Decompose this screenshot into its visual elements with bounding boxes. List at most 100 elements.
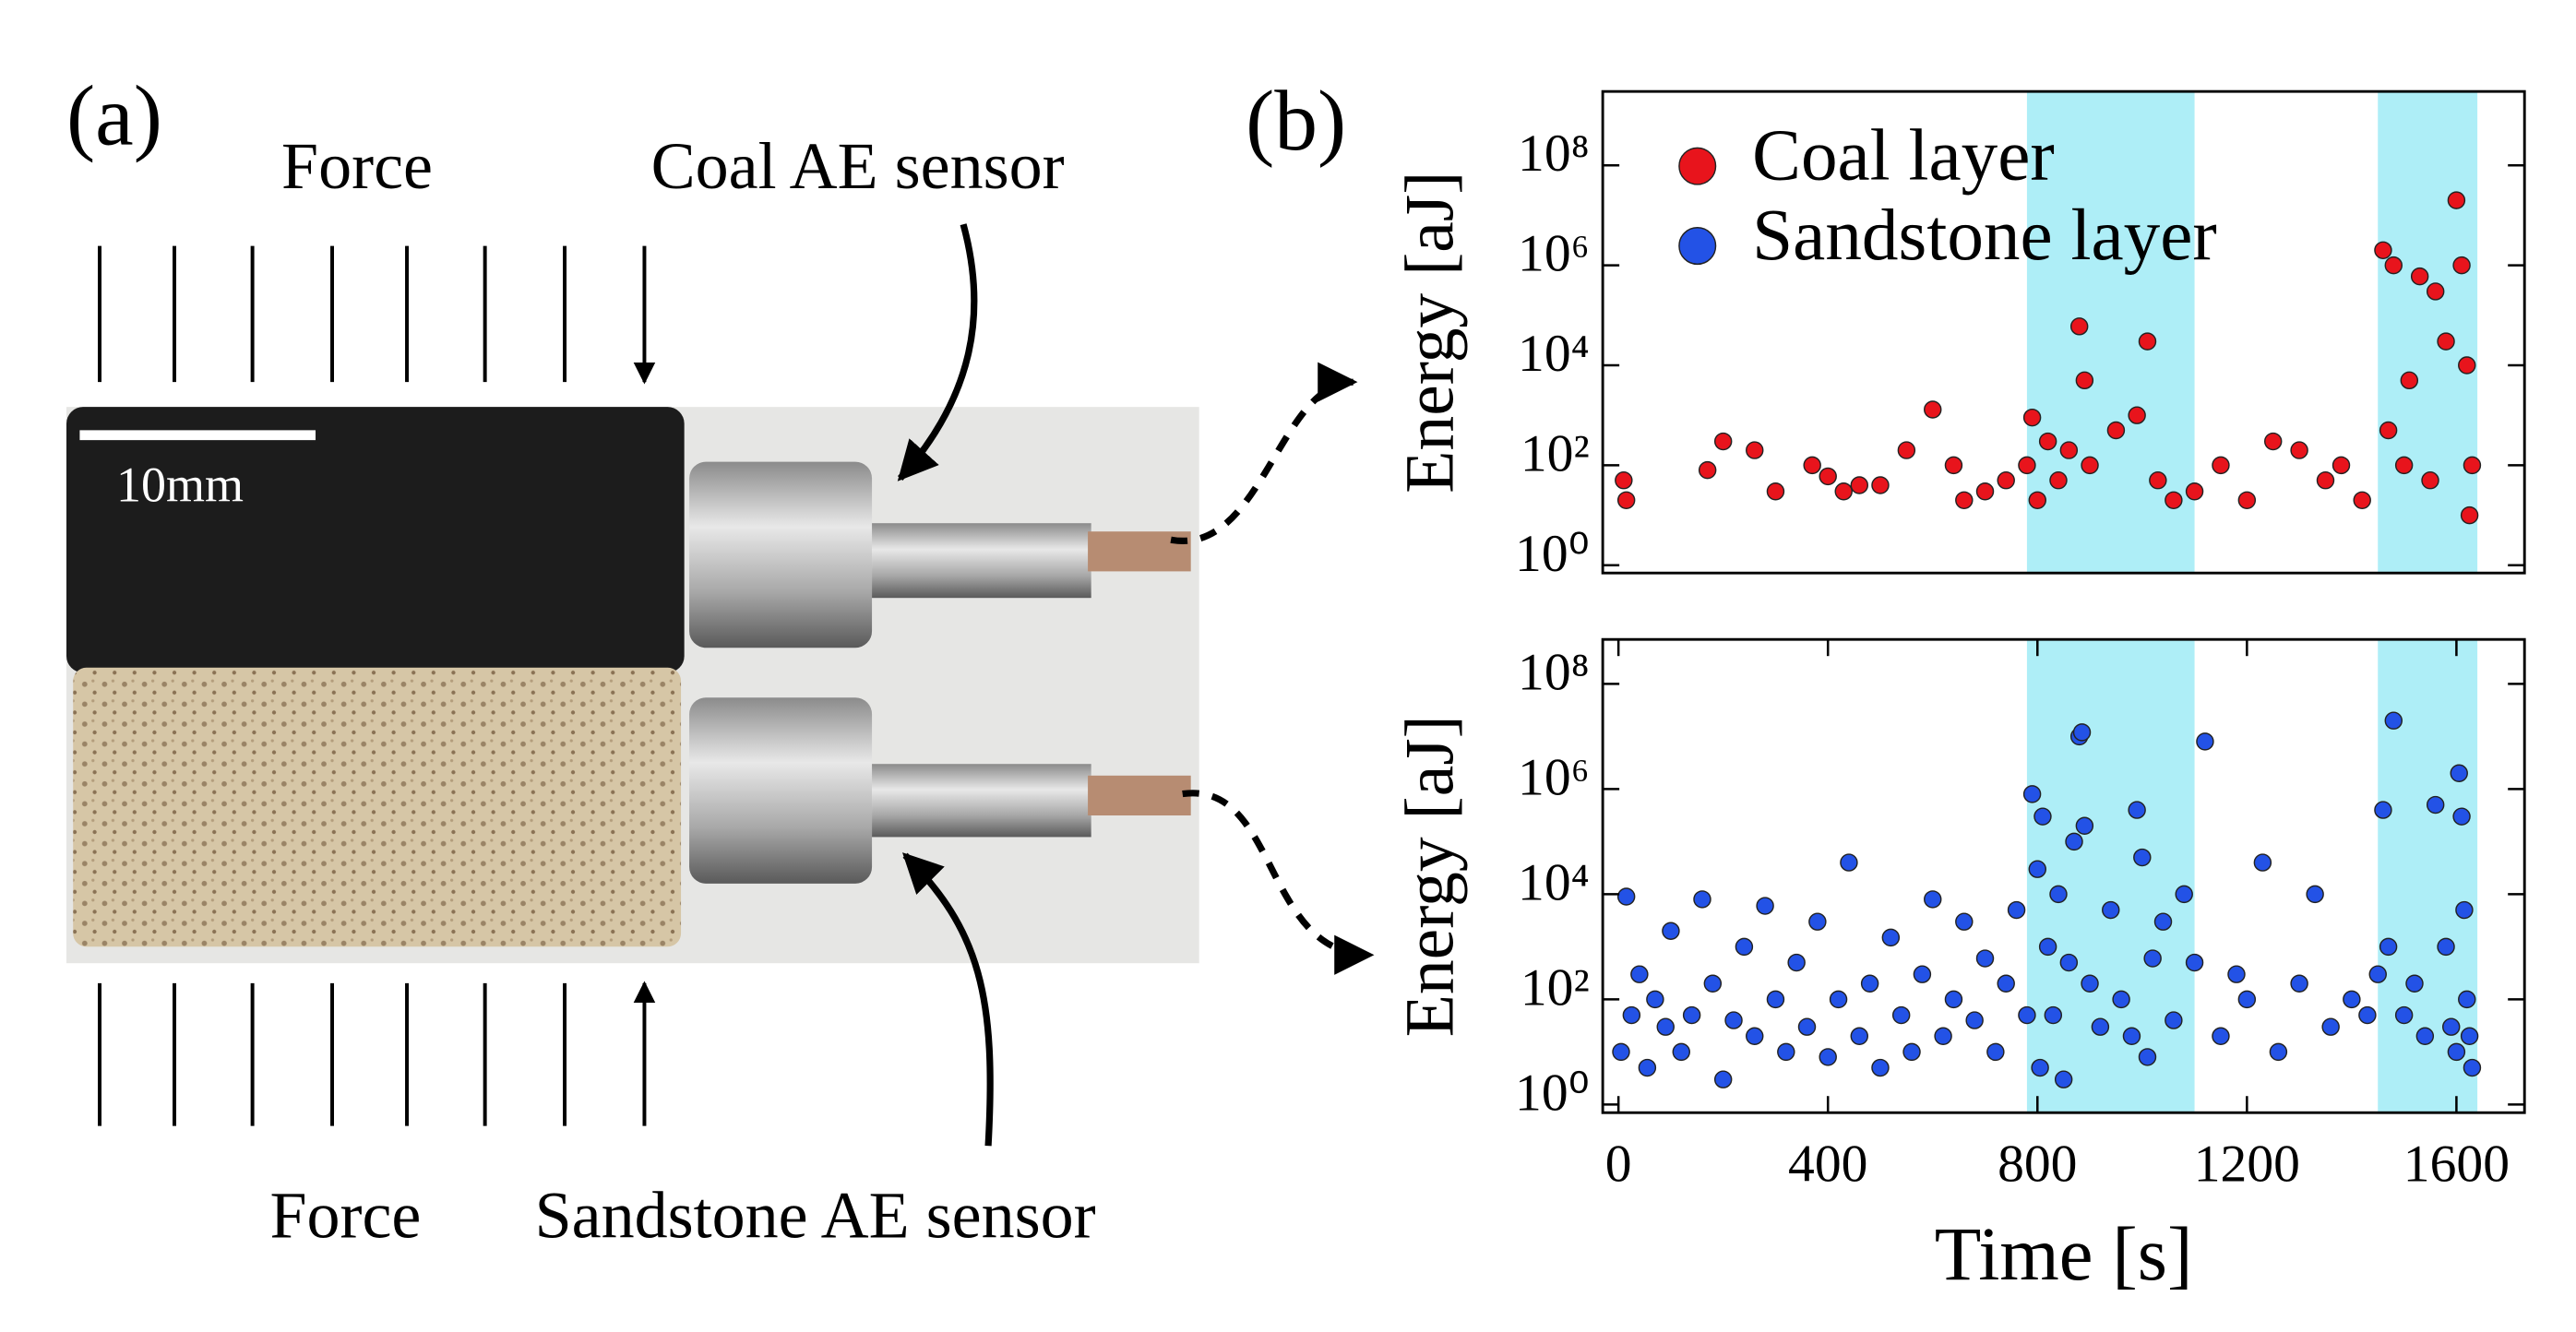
data-point — [1672, 1042, 1690, 1062]
data-point — [2065, 832, 2083, 851]
data-point — [2421, 470, 2439, 490]
photo — [66, 407, 1199, 964]
data-point — [2253, 853, 2272, 872]
data-point — [1965, 1011, 1984, 1029]
y-tick-label: 10² — [1521, 424, 1590, 482]
data-point — [1975, 949, 1995, 968]
data-point — [1829, 990, 1848, 1009]
y-tick-label: 10⁶ — [1518, 748, 1590, 806]
data-point — [2072, 723, 2092, 742]
data-point — [2185, 482, 2204, 501]
data-point — [2081, 456, 2099, 475]
data-point — [2022, 408, 2042, 427]
data-point — [1703, 974, 1723, 993]
force-label: Force — [269, 1179, 421, 1253]
data-point — [1638, 1058, 1657, 1077]
force-label: Force — [281, 129, 433, 203]
data-point — [2458, 990, 2476, 1009]
data-point — [2075, 371, 2094, 390]
data-point — [2374, 801, 2392, 819]
data-point — [1724, 1011, 1743, 1029]
data-point — [2447, 191, 2466, 209]
data-point — [1630, 965, 1649, 983]
data-point — [2405, 974, 2424, 993]
data-point — [2237, 990, 2257, 1009]
data-point — [2165, 1011, 2183, 1029]
data-point — [1615, 470, 1633, 490]
shaded-region — [2026, 639, 2195, 1113]
data-point — [1997, 974, 2015, 993]
data-point — [2091, 1017, 2110, 1036]
shaded-region — [2378, 91, 2478, 574]
data-point — [2054, 1070, 2073, 1088]
data-point — [2460, 505, 2479, 525]
data-point — [2379, 937, 2398, 957]
data-point — [2400, 371, 2419, 390]
data-point — [2018, 1005, 2036, 1025]
data-point — [2463, 1058, 2482, 1077]
data-point — [2185, 953, 2204, 972]
data-point — [1897, 441, 1916, 459]
data-point — [2394, 456, 2414, 475]
data-point — [2452, 256, 2471, 275]
axis-frame — [1601, 89, 2526, 575]
data-point — [2290, 441, 2308, 459]
sensor-label: Sandstone AE sensor — [535, 1179, 1096, 1253]
y-tick-label: 10⁸ — [1518, 125, 1590, 183]
data-point — [2455, 900, 2474, 920]
data-point — [1787, 953, 1806, 972]
data-point — [1656, 1017, 1675, 1036]
y-axis-label: Energy [aJ] — [1391, 172, 1468, 494]
data-point — [1924, 400, 1942, 419]
y-tick-label: 10⁴ — [1518, 853, 1590, 911]
data-point — [1944, 990, 1963, 1009]
data-point — [2138, 1048, 2157, 1066]
data-point — [1698, 460, 1717, 480]
data-point — [2426, 795, 2445, 815]
data-point — [1612, 1042, 1630, 1062]
data-point — [2437, 332, 2455, 351]
data-point — [1891, 1005, 1911, 1025]
data-point — [1713, 432, 1733, 451]
x-tick-label: 800 — [1998, 1136, 2077, 1194]
data-point — [2353, 491, 2371, 510]
x-tick-label: 1200 — [2194, 1136, 2300, 1194]
data-point — [2321, 1017, 2340, 1036]
data-point — [2463, 456, 2482, 475]
data-point — [2332, 456, 2351, 475]
data-point — [2410, 267, 2429, 286]
data-point — [2384, 256, 2403, 275]
data-point — [2227, 965, 2246, 983]
axis-frame — [1601, 637, 2526, 1114]
data-point — [2165, 491, 2183, 510]
data-point — [2007, 900, 2026, 920]
data-point — [1682, 1005, 1701, 1025]
data-point — [2075, 816, 2094, 835]
data-point — [2447, 1042, 2466, 1062]
y-tick-label: 10⁸ — [1518, 643, 1590, 701]
data-point — [2038, 432, 2057, 451]
data-point — [2059, 953, 2079, 972]
data-point — [2149, 470, 2167, 490]
data-point — [2269, 1042, 2288, 1062]
data-point — [2143, 949, 2162, 968]
data-point — [2128, 801, 2146, 819]
data-point — [1735, 937, 1754, 957]
data-point — [1975, 482, 1995, 501]
data-point — [1955, 491, 1974, 510]
data-point — [1850, 1027, 1868, 1045]
legend-marker — [1678, 147, 1717, 185]
data-point — [2175, 885, 2193, 904]
data-point — [2450, 764, 2468, 782]
data-point — [1803, 456, 1821, 475]
data-point — [2138, 332, 2157, 351]
data-point — [1622, 1005, 1641, 1025]
data-point — [1713, 1070, 1733, 1088]
data-point — [1616, 491, 1636, 510]
data-point — [1797, 1017, 1817, 1036]
data-point — [1955, 912, 1974, 931]
data-point — [2212, 1027, 2230, 1045]
data-point — [2102, 900, 2120, 920]
